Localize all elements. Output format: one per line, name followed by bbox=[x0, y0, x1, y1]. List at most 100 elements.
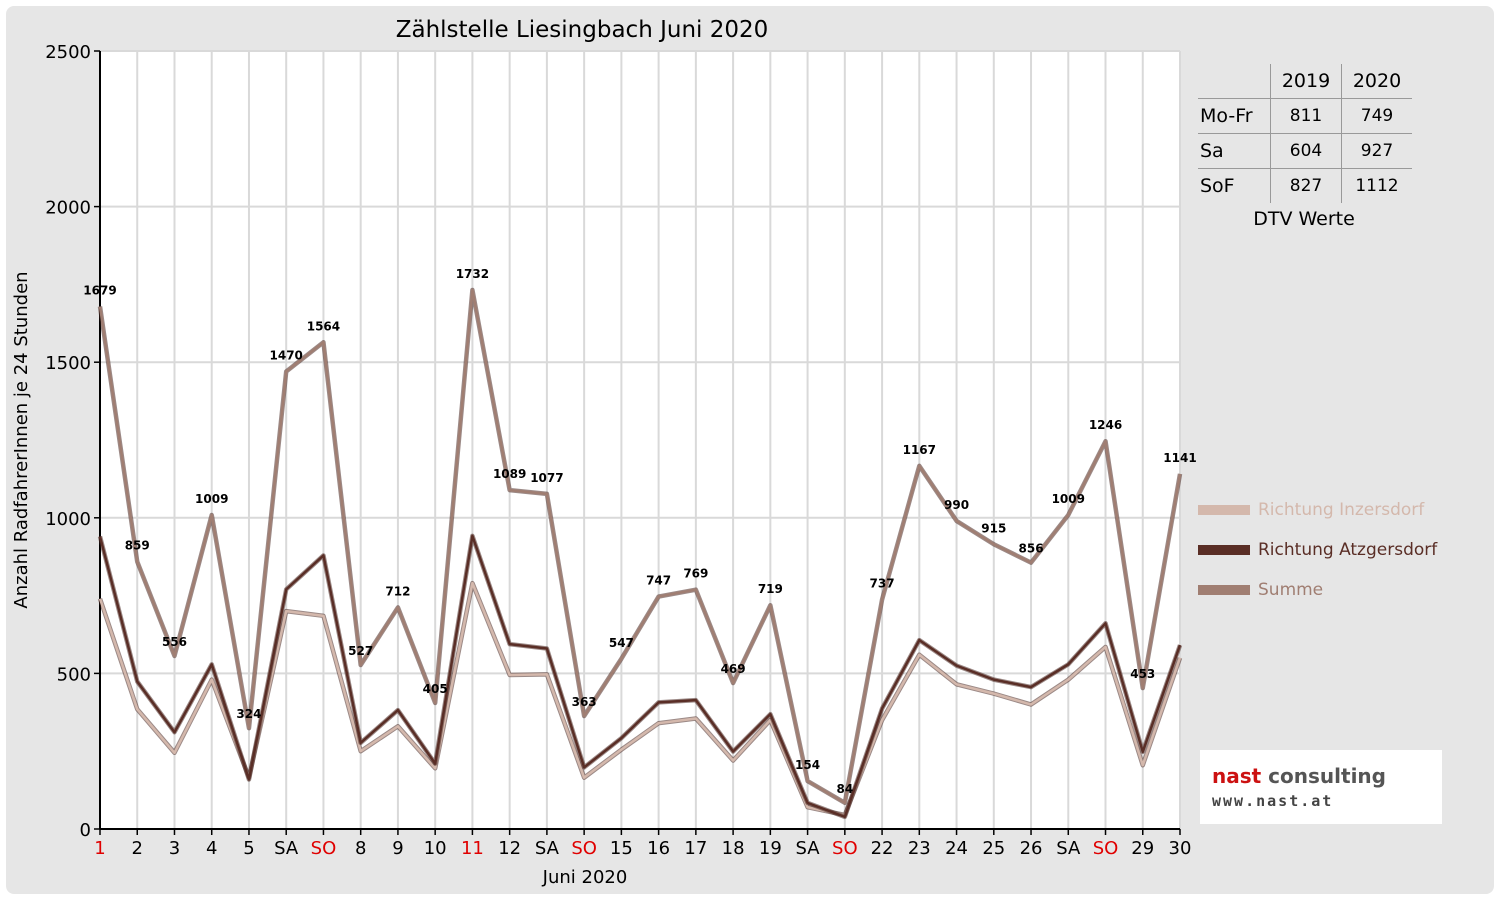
data-label: 747 bbox=[646, 574, 671, 588]
x-tick-label: SO bbox=[311, 838, 337, 859]
data-label: 547 bbox=[609, 636, 634, 650]
x-tick-label: SA bbox=[274, 838, 299, 859]
x-tick-label: 22 bbox=[871, 838, 894, 859]
data-label: 915 bbox=[981, 521, 1006, 535]
dtv-header-row: 2019 2020 bbox=[1198, 64, 1412, 99]
data-label: 1141 bbox=[1163, 451, 1196, 465]
y-axis-title: Anzahl RadfahrerInnen je 24 Stunden bbox=[11, 271, 32, 608]
data-label: 84 bbox=[836, 782, 853, 796]
dtv-row-label: Mo-Fr bbox=[1198, 98, 1271, 134]
dtv-value: 749 bbox=[1341, 98, 1412, 134]
data-label: 712 bbox=[385, 584, 410, 598]
dtv-year-2020: 2020 bbox=[1341, 64, 1412, 99]
legend-label: Summe bbox=[1258, 580, 1324, 600]
x-tick-label: 8 bbox=[355, 838, 366, 859]
dtv-row-sof: SoF 827 1112 bbox=[1198, 168, 1412, 203]
x-tick-label: 2 bbox=[132, 838, 143, 859]
dtv-value: 604 bbox=[1270, 133, 1342, 169]
data-labels: 1679 859 556 1009 324 1470 1564 527 712 405 1732 10… bbox=[83, 267, 1196, 796]
data-label: 856 bbox=[1019, 542, 1044, 556]
y-tick-label: 1500 bbox=[45, 353, 91, 374]
dtv-corner bbox=[1198, 64, 1271, 99]
data-label: 1246 bbox=[1089, 418, 1122, 432]
x-tick-label: 23 bbox=[908, 838, 931, 859]
dtv-value: 811 bbox=[1270, 98, 1342, 134]
x-tick-label: SO bbox=[1093, 838, 1119, 859]
dtv-row-label: SoF bbox=[1198, 168, 1271, 203]
y-tick-label: 2500 bbox=[45, 42, 91, 63]
data-label: 1009 bbox=[1052, 492, 1085, 506]
legend-swatch bbox=[1198, 585, 1250, 595]
x-tick-label: 9 bbox=[392, 838, 403, 859]
legend-label: Richtung Inzersdorf bbox=[1258, 500, 1425, 520]
data-label: 527 bbox=[348, 644, 373, 658]
data-label: 1564 bbox=[307, 319, 340, 333]
x-tick-label: 29 bbox=[1131, 838, 1154, 859]
data-label: 737 bbox=[870, 577, 895, 591]
logo-name-part1: nast bbox=[1212, 764, 1262, 788]
dtv-value: 1112 bbox=[1341, 168, 1412, 203]
logo-name: nast consulting bbox=[1212, 764, 1386, 788]
logo-name-part2: consulting bbox=[1268, 764, 1386, 788]
data-label: 154 bbox=[795, 758, 820, 772]
dtv-caption: DTV Werte bbox=[1253, 208, 1355, 230]
series-3 bbox=[97, 287, 1183, 806]
dtv-row-mofr: Mo-Fr 811 749 bbox=[1198, 98, 1412, 134]
x-tick-label: 3 bbox=[169, 838, 180, 859]
dtv-value: 927 bbox=[1341, 133, 1412, 169]
x-tick-label: SO bbox=[571, 838, 597, 859]
series-1 bbox=[97, 580, 1183, 818]
x-tick-label: SO bbox=[832, 838, 858, 859]
data-label: 556 bbox=[162, 635, 187, 649]
legend-swatch bbox=[1198, 505, 1250, 515]
data-label: 363 bbox=[572, 695, 597, 709]
series-2 bbox=[97, 533, 1183, 820]
x-tick-label: 1 bbox=[94, 838, 105, 859]
x-tick-label: 4 bbox=[206, 838, 217, 859]
x-tick-label: 10 bbox=[424, 838, 447, 859]
x-axis-title: Juni 2020 bbox=[542, 867, 628, 888]
dtv-table: 2019 2020 Mo-Fr 811 749 Sa 604 927 SoF 8… bbox=[1198, 64, 1412, 203]
series-line bbox=[98, 534, 1182, 819]
nast-consulting-logo: nast consulting www.nast.at bbox=[1200, 750, 1442, 824]
data-label: 453 bbox=[1130, 667, 1155, 681]
data-label: 769 bbox=[683, 567, 708, 581]
x-tick-label: 16 bbox=[647, 838, 670, 859]
y-tick-label: 2000 bbox=[45, 198, 91, 219]
axes: 1 2 3 4 5 SA SO 8 9 10 11 12 SA SO 15 16 17 18 19 SA SO 22 23 2… bbox=[45, 42, 1191, 859]
gridlines bbox=[100, 50, 1181, 829]
logo-url: www.nast.at bbox=[1212, 792, 1334, 810]
legend-item-summe: Summe bbox=[1198, 570, 1437, 610]
x-tick-label: 5 bbox=[243, 838, 254, 859]
data-label: 324 bbox=[236, 707, 261, 721]
data-label: 1732 bbox=[456, 267, 489, 281]
y-tick-label: 0 bbox=[80, 820, 91, 841]
dtv-row-sa: Sa 604 927 bbox=[1198, 133, 1412, 169]
dtv-year-2019: 2019 bbox=[1270, 64, 1342, 99]
data-label: 1679 bbox=[83, 283, 116, 297]
dtv-row-label: Sa bbox=[1198, 133, 1271, 169]
x-tick-label: 18 bbox=[722, 838, 745, 859]
x-tick-label: 17 bbox=[684, 838, 707, 859]
data-label: 1470 bbox=[270, 349, 303, 363]
legend-item-inzersdorf: Richtung Inzersdorf bbox=[1198, 490, 1437, 530]
data-label: 405 bbox=[423, 682, 448, 696]
x-tick-label: SA bbox=[1056, 838, 1081, 859]
chart-title: Zählstelle Liesingbach Juni 2020 bbox=[396, 17, 769, 43]
series-lines bbox=[97, 287, 1183, 820]
legend: Richtung Inzersdorf Richtung Atzgersdorf… bbox=[1198, 490, 1437, 610]
x-tick-label: 30 bbox=[1169, 838, 1192, 859]
x-tick-label: 24 bbox=[945, 838, 968, 859]
x-tick-label: SA bbox=[535, 838, 560, 859]
x-tick-label: 11 bbox=[461, 838, 484, 859]
legend-swatch bbox=[1198, 545, 1250, 555]
series-line bbox=[98, 288, 1182, 805]
data-label: 1167 bbox=[903, 443, 936, 457]
data-label: 1077 bbox=[530, 471, 563, 485]
x-tick-label: 19 bbox=[759, 838, 782, 859]
y-tick-label: 1000 bbox=[45, 509, 91, 530]
data-label: 719 bbox=[758, 582, 783, 596]
data-label: 1089 bbox=[493, 467, 526, 481]
x-tick-label: 26 bbox=[1020, 838, 1043, 859]
